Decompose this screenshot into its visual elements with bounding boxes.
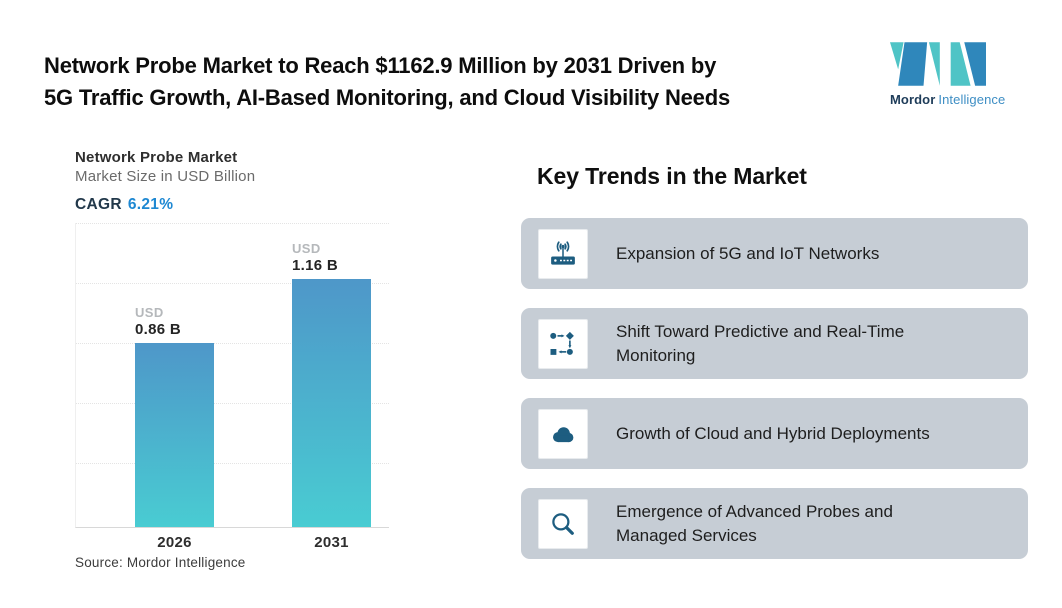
trend-card-predictive-monitoring: Shift Toward Predictive and Real-Time Mo… xyxy=(521,308,1028,379)
brand-name-light: Intelligence xyxy=(938,92,1006,107)
page-title-line-1: Network Probe Market to Reach $1162.9 Mi… xyxy=(44,52,717,78)
bar-group-2026: USD 0.86 B xyxy=(135,304,214,527)
trend-label: Growth of Cloud and Hybrid Deployments xyxy=(616,423,930,443)
chart-title: Network Probe Market xyxy=(75,149,238,166)
page-title: Network Probe Market to Reach $1162.9 Mi… xyxy=(44,50,864,114)
gridline xyxy=(76,223,389,224)
bar-group-2031: USD 1.16 B xyxy=(292,240,371,527)
page-title-line-2: 5G Traffic Growth, AI-Based Monitoring, … xyxy=(44,84,730,110)
trend-label: Expansion of 5G and IoT Networks xyxy=(616,243,880,263)
bar-value-label: 1.16 B xyxy=(292,257,338,274)
bar-currency-label: USD xyxy=(292,241,321,256)
x-axis-label-2026: 2026 xyxy=(157,534,192,551)
trend-card-advanced-probes: Emergence of Advanced Probes and Managed… xyxy=(521,488,1028,559)
bar-value-label: 0.86 B xyxy=(135,321,181,338)
cagr-value: 6.21% xyxy=(127,196,174,213)
source-note: Source: Mordor Intelligence xyxy=(75,555,246,570)
brand-logo-text: Mordor Intelligence xyxy=(890,92,1006,107)
bar-label-2026: USD 0.86 B xyxy=(135,304,181,338)
trend-icon-box xyxy=(538,318,588,369)
cagr-label: CAGR xyxy=(75,196,122,213)
brand-name-bold: Mordor xyxy=(890,92,936,107)
gridline xyxy=(76,343,389,344)
magnifier-icon xyxy=(552,512,574,535)
x-axis-label-2031: 2031 xyxy=(314,534,349,551)
trend-card-5g-iot: Expansion of 5G and IoT Networks xyxy=(521,218,1028,289)
trends-list: Expansion of 5G and IoT Networks xyxy=(521,218,1028,578)
trend-icon-box xyxy=(538,228,588,279)
bar-2031 xyxy=(292,279,371,527)
trends-heading: Key Trends in the Market xyxy=(537,163,807,190)
cloud-icon xyxy=(553,426,574,442)
bar-label-2031: USD 1.16 B xyxy=(292,240,338,274)
gridline xyxy=(76,403,389,404)
flowchart-icon xyxy=(550,331,574,355)
trend-card-cloud-hybrid: Growth of Cloud and Hybrid Deployments xyxy=(521,398,1028,469)
gridline xyxy=(76,463,389,464)
bar-currency-label: USD xyxy=(135,305,164,320)
trend-label: Emergence of Advanced Probes and Managed… xyxy=(616,501,893,545)
chart-subtitle: Market Size in USD Billion xyxy=(75,168,256,185)
wireless-router-icon xyxy=(551,240,575,265)
brand-logo: Mordor Intelligence xyxy=(890,42,1006,107)
trend-icon-box xyxy=(538,498,588,549)
cagr-row: CAGR 6.21% xyxy=(75,196,173,214)
trend-label: Shift Toward Predictive and Real-Time Mo… xyxy=(616,321,905,365)
trend-icon-box xyxy=(538,408,588,459)
bar-chart: USD 0.86 B USD 1.16 B 2026 2031 xyxy=(75,223,389,551)
gridline xyxy=(76,283,389,284)
bar-2026 xyxy=(135,343,214,527)
mordor-intelligence-logo-icon xyxy=(890,42,986,86)
